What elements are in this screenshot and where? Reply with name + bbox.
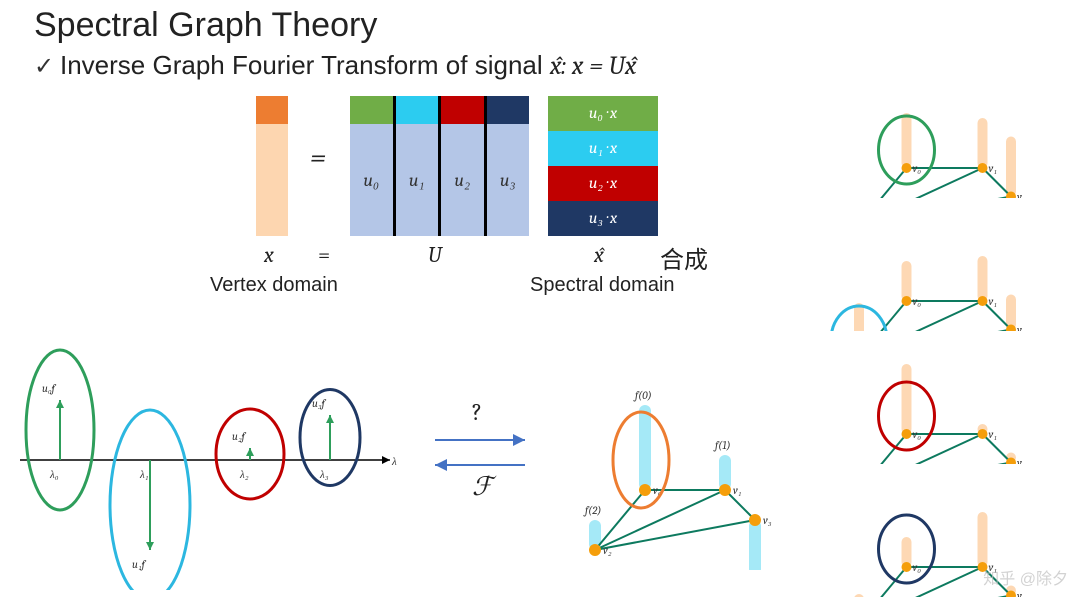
label-question: ? (472, 398, 482, 426)
svg-text:λ₁: λ₁ (139, 468, 149, 481)
svg-text:v₃: v₃ (1017, 590, 1026, 598)
spectrum-diagram: λ λ₀ u₀·f λ₁ u₁·f λ₂ u₂·f λ₃ u₃·f (0, 330, 410, 590)
svg-text:u₁·f: u₁·f (132, 558, 147, 571)
mini-graph: v₀v₁v₂v₃ (830, 70, 1060, 198)
svg-text:λ₀: λ₀ (49, 468, 59, 481)
label-vertex-domain: Vertex domain (210, 274, 338, 297)
label-spectral-domain: Spectral domain (530, 274, 675, 297)
svg-text:v₀: v₀ (913, 428, 922, 441)
svg-text:f(2): f(2) (583, 504, 601, 517)
subtitle-text: Inverse Graph Fourier Transform of signa… (60, 50, 550, 80)
svg-text:u₂·f: u₂·f (232, 430, 247, 443)
svg-text:v₃: v₃ (763, 514, 772, 527)
svg-text:v₁: v₁ (989, 428, 998, 441)
svg-text:v₀: v₀ (913, 162, 922, 175)
x-vector (256, 96, 288, 236)
subtitle: Inverse Graph Fourier Transform of signa… (60, 50, 637, 81)
subtitle-formula: x̂: x = Ux̂ (550, 51, 637, 81)
svg-text:λ₃: λ₃ (319, 468, 329, 481)
svg-text:v₃: v₃ (1017, 191, 1026, 199)
label-xhat: x̂ (594, 242, 604, 268)
label-x: x (264, 242, 274, 268)
check-icon: ✓ (34, 52, 54, 81)
svg-text:v₃: v₃ (1017, 457, 1026, 465)
equals-2: = (318, 242, 330, 268)
svg-text:v₀: v₀ (913, 295, 922, 308)
svg-text:λ: λ (391, 455, 397, 468)
u-matrix: u₀u₁u₂u₃ (350, 96, 529, 236)
mini-graph: v₀v₁v₂v₃ (830, 336, 1060, 464)
mini-graph: v₀v₁v₂v₃ (830, 203, 1060, 331)
svg-text:f(0): f(0) (633, 389, 652, 402)
svg-text:u₀·f: u₀·f (42, 382, 57, 395)
label-synth: 合成 (660, 240, 708, 275)
svg-text:v₃: v₃ (1017, 324, 1026, 332)
mini-graphs-column: v₀v₁v₂v₃v₀v₁v₂v₃v₀v₁v₂v₃v₀v₁v₂v₃ (830, 70, 1070, 602)
svg-text:u₃·f: u₃·f (312, 397, 327, 410)
watermark: 知乎 @除夕 (983, 565, 1068, 589)
xhat-vector: u₀ · xu₁ · xu₂ · xu₃ · x (548, 96, 658, 236)
svg-text:v₂: v₂ (603, 544, 612, 557)
svg-text:λ₂: λ₂ (239, 468, 249, 481)
svg-text:v₁: v₁ (989, 295, 998, 308)
svg-text:v₀: v₀ (913, 561, 922, 574)
equals-1: = (310, 140, 326, 175)
svg-text:v₁: v₁ (989, 162, 998, 175)
page-title: Spectral Graph Theory (34, 6, 377, 45)
label-U: U (428, 242, 442, 268)
svg-text:v₁: v₁ (733, 484, 742, 497)
label-fourier: ℱ (472, 472, 492, 502)
svg-text:f(1): f(1) (713, 439, 731, 452)
center-graph: v₀f(0)v₁f(1)v₂f(2)v₃f(3) (555, 350, 795, 570)
